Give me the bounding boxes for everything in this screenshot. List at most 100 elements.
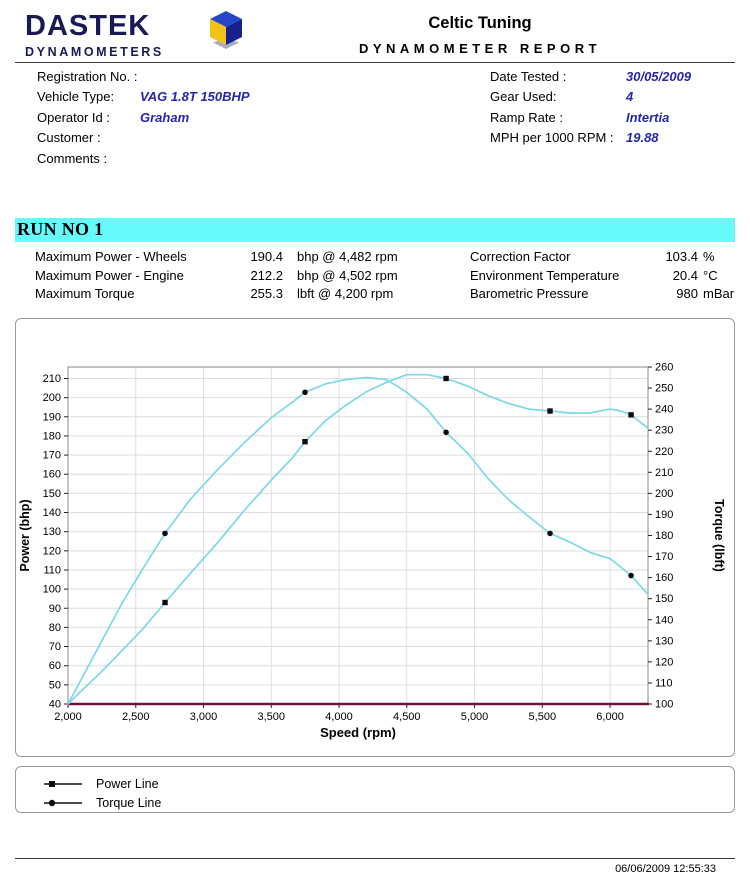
info-row-date-tested: Date Tested : 30/05/2009: [490, 69, 691, 89]
title-block: Celtic Tuning DYNAMOMETER REPORT: [250, 14, 710, 56]
svg-text:210: 210: [655, 467, 673, 479]
field-value: 30/05/2009: [626, 69, 692, 84]
legend-box: Power Line Torque Line: [15, 766, 735, 813]
info-row-customer: Customer :: [37, 130, 250, 150]
field-label: Vehicle Type:: [37, 89, 115, 105]
svg-text:90: 90: [49, 603, 61, 615]
info-right-column: Date Tested : 30/05/2009 Gear Used: 4 Ra…: [490, 69, 691, 151]
dastek-logo: DASTEK DYNAMOMETERS: [25, 10, 164, 60]
stat-unit: bhp @ 4,482 rpm: [297, 249, 398, 264]
field-value: Graham: [140, 109, 190, 125]
svg-text:170: 170: [655, 551, 673, 563]
legend-row-power: Power Line: [43, 774, 734, 793]
stat-label: Maximum Torque: [35, 286, 135, 302]
stat-row-max-torque: Maximum Torque 255.3 lbft @ 4,200 rpm: [35, 286, 398, 305]
header-divider: [15, 62, 735, 63]
legend-label-power: Power Line: [96, 776, 159, 791]
svg-text:150: 150: [655, 593, 673, 605]
svg-text:6,000: 6,000: [596, 711, 624, 723]
svg-text:120: 120: [43, 545, 61, 557]
svg-text:160: 160: [655, 572, 673, 584]
svg-text:70: 70: [49, 641, 61, 653]
print-timestamp: 06/06/2009 12:55:33: [615, 863, 716, 875]
svg-text:Power (bhp): Power (bhp): [18, 499, 32, 571]
svg-text:180: 180: [43, 430, 61, 442]
svg-text:50: 50: [49, 679, 61, 691]
power-line-marker-icon: [44, 780, 82, 787]
svg-text:Torque (lbft): Torque (lbft): [712, 499, 726, 572]
stat-label: Environment Temperature: [470, 267, 620, 283]
svg-text:2,000: 2,000: [54, 711, 82, 723]
field-label: Registration No. :: [37, 69, 138, 84]
svg-text:4,500: 4,500: [393, 711, 421, 723]
svg-text:190: 190: [43, 411, 61, 423]
field-value: 4: [626, 89, 634, 105]
stat-value: 980: [676, 286, 698, 302]
stat-row-barometric-pressure: Barometric Pressure 980 mBar: [470, 286, 734, 305]
svg-text:140: 140: [655, 614, 673, 626]
svg-text:230: 230: [655, 425, 673, 437]
field-value: VAG 1.8T 150BHP: [140, 89, 250, 105]
stat-value: 190.4: [250, 249, 283, 264]
field-label: Operator Id :: [37, 109, 110, 125]
svg-text:250: 250: [655, 383, 673, 395]
svg-text:3,000: 3,000: [190, 711, 218, 723]
svg-text:100: 100: [655, 699, 673, 711]
field-value: Intertia: [626, 109, 670, 125]
stat-label: Correction Factor: [470, 249, 571, 264]
stat-label: Barometric Pressure: [470, 286, 589, 302]
footer-divider: [15, 858, 735, 859]
svg-text:220: 220: [655, 446, 673, 458]
info-row-ramp-rate: Ramp Rate : Intertia: [490, 110, 691, 130]
svg-text:4,000: 4,000: [325, 711, 353, 723]
field-label: Date Tested :: [490, 69, 567, 84]
svg-text:130: 130: [655, 635, 673, 647]
svg-text:130: 130: [43, 526, 61, 538]
legend-label-torque: Torque Line: [96, 795, 162, 810]
svg-text:170: 170: [43, 450, 61, 462]
info-row-operator-id: Operator Id : Graham: [37, 110, 250, 130]
info-row-gear-used: Gear Used: 4: [490, 89, 691, 109]
stat-value: 212.2: [250, 267, 283, 283]
brand-name: DASTEK: [25, 10, 151, 42]
svg-text:200: 200: [43, 392, 61, 404]
svg-text:180: 180: [655, 530, 673, 542]
svg-text:240: 240: [655, 404, 673, 416]
report-title: Celtic Tuning: [428, 14, 532, 32]
stat-unit: %: [703, 249, 715, 264]
svg-text:260: 260: [655, 362, 673, 374]
info-row-comments: Comments :: [37, 151, 250, 171]
stat-row-max-power-engine: Maximum Power - Engine 212.2 bhp @ 4,502…: [35, 268, 398, 287]
stat-unit: lbft @ 4,200 rpm: [297, 286, 394, 302]
svg-text:190: 190: [655, 509, 673, 521]
svg-text:210: 210: [43, 373, 61, 385]
svg-text:3,500: 3,500: [258, 711, 286, 723]
stat-label: Maximum Power - Wheels: [35, 249, 187, 264]
stat-row-max-power-wheels: Maximum Power - Wheels 190.4 bhp @ 4,482…: [35, 249, 398, 268]
field-label: Customer :: [37, 130, 101, 146]
svg-text:80: 80: [49, 622, 61, 634]
torque-line-marker-icon: [44, 799, 82, 806]
svg-text:120: 120: [655, 656, 673, 668]
stat-row-correction-factor: Correction Factor 103.4 %: [470, 249, 734, 268]
field-value: 19.88: [626, 130, 659, 146]
svg-text:100: 100: [43, 584, 61, 596]
stat-label: Maximum Power - Engine: [35, 267, 184, 283]
svg-text:2,500: 2,500: [122, 711, 150, 723]
stat-unit: bhp @ 4,502 rpm: [297, 267, 398, 283]
stats-right-column: Correction Factor 103.4 % Environment Te…: [470, 249, 734, 305]
run-number-banner: RUN NO 1: [15, 218, 735, 242]
stat-value: 20.4: [672, 267, 698, 283]
legend-row-torque: Torque Line: [43, 793, 734, 812]
svg-text:200: 200: [655, 488, 673, 500]
field-label: Comments :: [37, 150, 108, 166]
svg-text:5,500: 5,500: [529, 711, 557, 723]
field-label: Ramp Rate :: [490, 109, 563, 125]
svg-text:5,000: 5,000: [461, 711, 489, 723]
svg-text:Speed (rpm): Speed (rpm): [320, 725, 396, 740]
dyno-chart-panel: 210 200 190 180 170 160 150 140 130 120 110 100 90 80…: [15, 318, 735, 757]
stat-value: 103.4: [665, 249, 698, 264]
svg-text:150: 150: [43, 488, 61, 500]
svg-text:110: 110: [655, 677, 673, 689]
